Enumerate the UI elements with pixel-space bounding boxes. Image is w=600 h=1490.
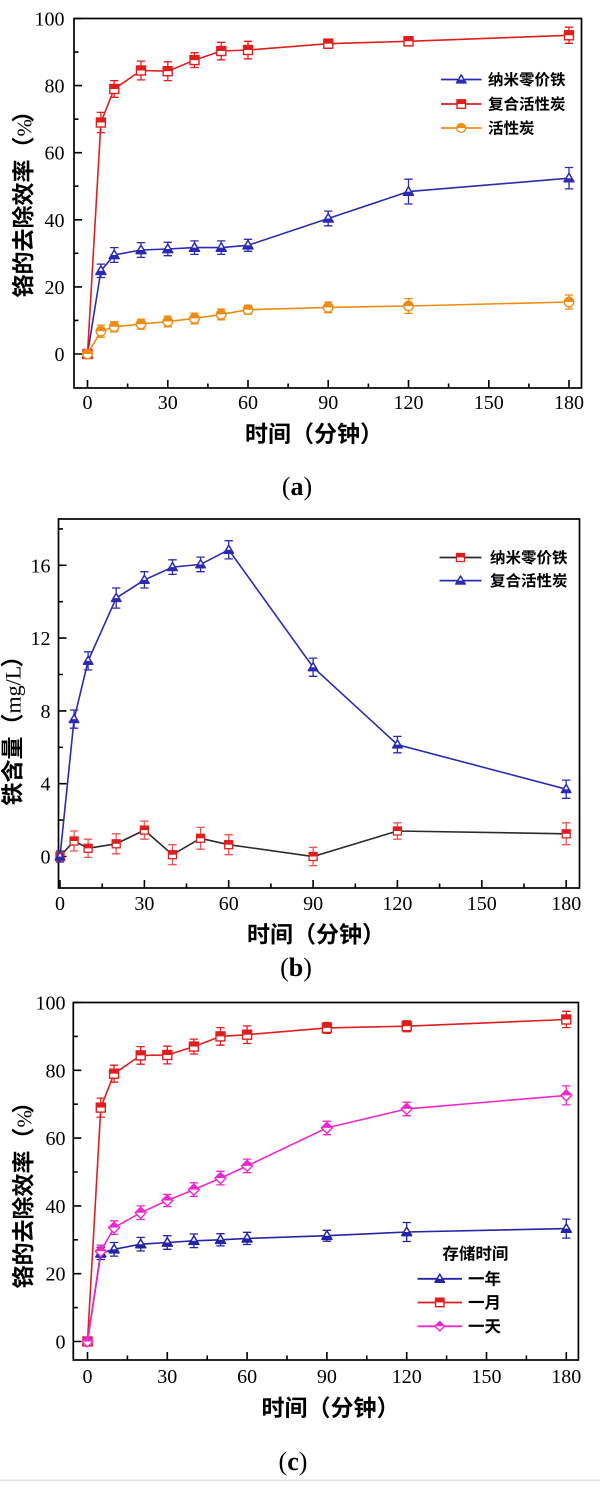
- svg-text:120: 120: [392, 1366, 422, 1388]
- svg-text:180: 180: [551, 1366, 581, 1388]
- svg-text:0: 0: [55, 344, 65, 366]
- svg-text:0: 0: [56, 1332, 66, 1354]
- svg-text:%: %: [13, 119, 37, 137]
- svg-text:80: 80: [46, 1060, 66, 1082]
- svg-text:100: 100: [36, 993, 66, 1015]
- svg-text:60: 60: [237, 1366, 257, 1388]
- svg-text:40: 40: [46, 1196, 66, 1218]
- svg-text:30: 30: [157, 1366, 177, 1388]
- svg-text:60: 60: [46, 1128, 66, 1150]
- svg-text:30: 30: [158, 392, 178, 414]
- svg-text:60: 60: [238, 392, 258, 414]
- svg-text:80: 80: [45, 76, 65, 98]
- svg-text:150: 150: [472, 1366, 502, 1388]
- svg-text:0: 0: [83, 1366, 93, 1388]
- svg-text:180: 180: [554, 392, 584, 414]
- svg-text:60: 60: [45, 143, 65, 165]
- svg-text:30: 30: [134, 893, 154, 915]
- svg-text:0: 0: [83, 392, 93, 414]
- svg-text:150: 150: [474, 392, 504, 414]
- svg-text:mg/L: mg/L: [1, 666, 26, 714]
- svg-text:(c): (c): [279, 1447, 308, 1476]
- svg-text:(b): (b): [280, 953, 312, 982]
- svg-text:100: 100: [35, 9, 65, 31]
- svg-text:%: %: [13, 1110, 37, 1128]
- svg-text:0: 0: [55, 893, 65, 915]
- svg-text:20: 20: [46, 1264, 66, 1286]
- svg-text:12: 12: [31, 628, 51, 650]
- svg-text:150: 150: [467, 893, 497, 915]
- svg-text:40: 40: [45, 210, 65, 232]
- svg-text:20: 20: [45, 277, 65, 299]
- svg-text:120: 120: [394, 392, 424, 414]
- svg-text:16: 16: [31, 555, 51, 577]
- svg-text:90: 90: [317, 1366, 337, 1388]
- svg-text:90: 90: [318, 392, 338, 414]
- svg-text:8: 8: [41, 701, 51, 723]
- svg-text:0: 0: [41, 847, 51, 869]
- svg-text:60: 60: [219, 893, 239, 915]
- svg-text:(a): (a): [282, 472, 312, 501]
- svg-text:180: 180: [551, 893, 581, 915]
- svg-text:90: 90: [303, 893, 323, 915]
- svg-text:4: 4: [41, 774, 51, 796]
- svg-text:120: 120: [382, 893, 412, 915]
